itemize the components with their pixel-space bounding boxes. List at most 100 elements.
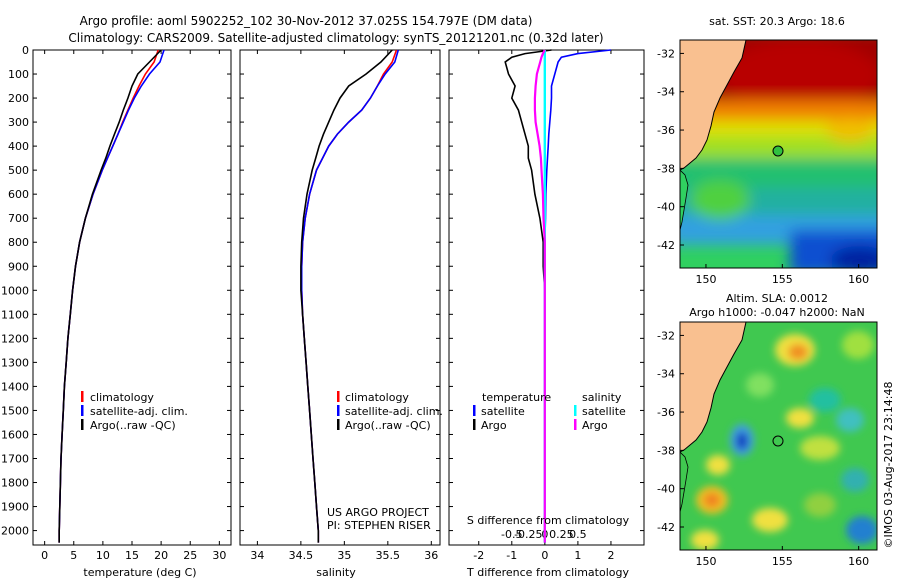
sst-band-green [680,158,877,188]
legend-satellite-label: satellite-adj. clim. [345,405,443,418]
sla-argo-marker [772,435,784,447]
legend-s-argo-label: Argo [582,419,608,432]
title-line-2: Climatology: CARS2009. Satellite-adjuste… [68,31,603,45]
depth-tick-label: 300 [8,116,29,129]
x-tick-label: -1 [506,549,517,562]
sla-eddy-7 [786,408,814,428]
series-satellite-adj-clim- [58,49,165,543]
x-tick-label: -2 [473,549,484,562]
temperature-axis-label: temperature (deg C) [83,566,196,579]
t-difference-axis-label: T difference from climatology [466,566,629,579]
map-lat-label: -34 [657,86,675,99]
depth-tick-label: 1000 [1,284,29,297]
temperature-legend: climatology satellite-adj. clim. Argo(..… [81,391,188,432]
s-tick-label: 0.5 [569,528,587,541]
x-tick-label: 5 [70,549,77,562]
depth-tick-label: 1600 [1,428,29,441]
depth-tick-label: 1200 [1,332,29,345]
legend-t-satellite-swatch [473,405,476,416]
series-satellite-adj-clim- [300,49,400,543]
title-line-1: Argo profile: aoml 5902252_102 30-Nov-20… [80,14,533,28]
sst-argo-marker [772,145,784,157]
depth-tick-label: 600 [8,188,29,201]
legend-climatology-swatch [81,391,84,402]
sla-eddy-3 [746,373,774,397]
x-tick-label: 25 [183,549,197,562]
sla-eddy-14 [846,516,877,544]
s-difference-axis-label: S difference from climatology [467,514,630,527]
sst-eddy-core [720,40,877,110]
depth-tick-label: 1400 [1,380,29,393]
difference-series [504,49,611,543]
difference-panel-frame [448,49,645,546]
map-lat-label: -40 [657,483,675,496]
legend-argo-label: Argo(..raw -QC) [90,419,176,432]
sst-field [680,40,877,268]
salinity-legend: climatology satellite-adj. clim. Argo(..… [327,391,443,532]
legend-satellite-label: satellite-adj. clim. [90,405,188,418]
legend-t-argo-label: Argo [481,419,507,432]
depth-tick-label: 1900 [1,501,29,514]
sla-eddy-1-core [788,344,808,360]
map-lon-label: 160 [848,555,869,568]
depth-tick-label: 1100 [1,308,29,321]
legend-t-satellite-label: satellite [481,405,525,418]
sla-eddy-12 [804,493,836,517]
sla-map-title: Altim. SLA: 0.0012 [726,292,828,305]
map-lat-label: -42 [657,239,675,252]
sla-map [680,322,877,550]
sla-eddy-15 [691,530,719,550]
s-tick-label: -0.5 [501,528,522,541]
depth-tick-label: 900 [8,260,29,273]
x-tick-label: 15 [125,549,139,562]
temperature-series [58,49,165,543]
series-argo-raw-qc- [300,49,393,543]
depth-tick-label: 1300 [1,356,29,369]
temperature-x-axis: 0 5 10 15 20 25 30 [41,50,226,562]
sla-eddy-11 [752,508,788,532]
legend-climatology-label: climatology [345,391,409,404]
depth-tick-label: 1800 [1,477,29,490]
map-lat-label: -36 [657,406,675,419]
sla-eddy-10-core [704,493,720,507]
x-tick-label: 0 [41,549,48,562]
legend-s-satellite-swatch [574,405,577,416]
sla-map-axes: 150 155 160 -32 -34 -36 -38 -40 -42 [657,329,869,568]
sla-eddy-4 [809,388,841,412]
series-salinity-argo [533,49,546,543]
sla-eddy-5-core [736,432,748,450]
depth-axis: 0 100 200 300 400 500 600 700 800 900 1000 1100 1200… [1,44,644,538]
depth-tick-label: 100 [8,68,29,81]
salinity-axis-label: salinity [316,566,356,579]
sla-field [691,331,877,550]
s-tick-label: -0.25 [514,528,542,541]
sst-map-frame [679,39,878,269]
x-tick-label: 30 [212,549,226,562]
legend-argo-swatch [337,419,340,430]
salinity-panel-frame [239,49,441,546]
sla-land-mass [680,322,747,453]
salinity-x-axis: 34 34.5 35 35.5 36 [250,50,438,562]
map-lon-label: 150 [695,273,716,286]
map-lon-label: 160 [848,273,869,286]
legend-argo-swatch [81,419,84,430]
difference-x-axis: -2 -1 0 1 2-0.5-0.250 0.250.5 [473,50,614,562]
series-temperature-satellite [543,49,611,543]
sst-map-axes: 150 155 160 -32 -34 -36 -38 -40 -42 [657,47,869,286]
legend-s-satellite-label: satellite [582,405,626,418]
x-tick-label: 1 [574,549,581,562]
legend-satellite-swatch [337,405,340,416]
x-tick-label: 34 [250,549,264,562]
series-climatology [300,49,398,543]
depth-tick-label: 400 [8,140,29,153]
map-lat-label: -40 [657,201,675,214]
depth-tick-label: 2000 [1,525,29,538]
map-lat-label: -38 [657,162,675,175]
sla-eddy-13 [841,468,869,492]
series-argo-raw-qc- [58,49,162,543]
sla-eddy-9 [836,408,864,432]
legend-argo-label: Argo(..raw -QC) [345,419,431,432]
map-lat-label: -32 [657,329,675,342]
sst-coastal-green [690,180,750,220]
